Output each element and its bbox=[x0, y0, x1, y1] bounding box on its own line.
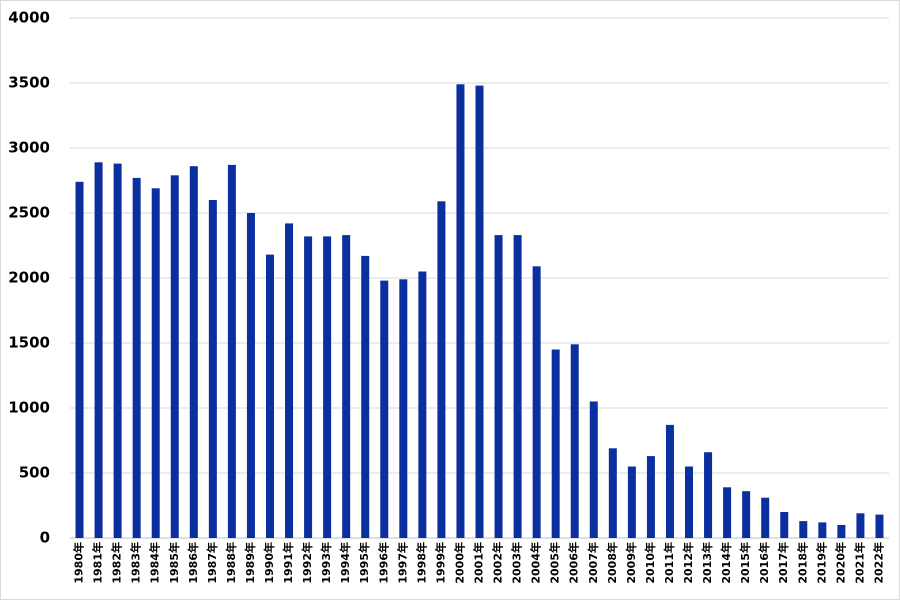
bar bbox=[513, 235, 522, 538]
bar bbox=[380, 280, 389, 538]
x-tick-label: 1985年 bbox=[167, 542, 181, 584]
bar bbox=[323, 236, 332, 538]
bar bbox=[189, 166, 198, 538]
x-tick-label: 2015年 bbox=[738, 542, 752, 584]
x-tick-label: 1982年 bbox=[110, 542, 124, 584]
bar bbox=[837, 525, 846, 538]
x-tick-label: 2014年 bbox=[719, 542, 733, 584]
bar bbox=[265, 254, 274, 538]
bar bbox=[208, 200, 217, 538]
y-tick-label: 500 bbox=[19, 464, 50, 482]
y-tick-label: 3500 bbox=[8, 74, 50, 92]
y-tick-label: 3000 bbox=[8, 139, 50, 157]
bar bbox=[285, 223, 294, 538]
x-tick-label: 1994年 bbox=[338, 542, 352, 584]
bar bbox=[246, 213, 255, 538]
x-tick-label: 2016年 bbox=[757, 542, 771, 584]
x-tick-label: 2018年 bbox=[795, 542, 809, 584]
bar bbox=[399, 279, 408, 538]
bar bbox=[665, 424, 674, 538]
y-tick-label: 0 bbox=[40, 529, 50, 547]
bar bbox=[494, 235, 503, 538]
x-tick-label: 1992年 bbox=[300, 542, 314, 584]
x-tick-label: 1989年 bbox=[243, 542, 257, 584]
bar bbox=[742, 491, 751, 538]
bar bbox=[589, 401, 598, 538]
x-tick-label: 2019年 bbox=[814, 542, 828, 584]
x-tick-label: 1998年 bbox=[414, 542, 428, 584]
x-tick-label: 2009年 bbox=[624, 542, 638, 584]
bar bbox=[704, 452, 713, 538]
bar bbox=[799, 521, 808, 538]
bar bbox=[113, 163, 122, 538]
bar bbox=[532, 266, 541, 538]
bar bbox=[685, 466, 694, 538]
x-tick-label: 1996年 bbox=[376, 542, 390, 584]
x-tick-label: 2006年 bbox=[567, 542, 581, 584]
bar bbox=[418, 271, 427, 538]
x-tick-label: 2007年 bbox=[586, 542, 600, 584]
y-tick-label: 4000 bbox=[8, 9, 50, 27]
bar bbox=[170, 175, 179, 539]
bar bbox=[475, 85, 484, 538]
x-tick-label: 2003年 bbox=[510, 542, 524, 584]
x-tick-label: 1986年 bbox=[186, 542, 200, 584]
x-tick-label: 1980年 bbox=[72, 542, 86, 584]
y-tick-label: 1000 bbox=[8, 399, 50, 417]
x-tick-label: 2021年 bbox=[852, 542, 866, 584]
x-tick-label: 2017年 bbox=[776, 542, 790, 584]
x-tick-label: 2008年 bbox=[605, 542, 619, 584]
x-tick-label: 2005年 bbox=[548, 542, 562, 584]
x-tick-label: 2020年 bbox=[833, 542, 847, 584]
bar bbox=[342, 235, 351, 538]
bar bbox=[646, 456, 655, 538]
x-tick-label: 1987年 bbox=[205, 542, 219, 584]
x-tick-label: 2012年 bbox=[681, 542, 695, 584]
bar bbox=[151, 188, 160, 539]
bar bbox=[551, 349, 560, 538]
bar bbox=[875, 514, 884, 538]
x-tick-label: 2002年 bbox=[491, 542, 505, 584]
bar bbox=[780, 512, 789, 538]
bar bbox=[570, 344, 579, 538]
bar bbox=[437, 201, 446, 539]
bar bbox=[723, 487, 732, 538]
y-tick-label: 1500 bbox=[8, 334, 50, 352]
bar bbox=[818, 522, 827, 538]
x-tick-label: 1991年 bbox=[281, 542, 295, 584]
x-tick-label: 2013年 bbox=[700, 542, 714, 584]
x-tick-label: 1990年 bbox=[262, 542, 276, 584]
bar bbox=[456, 84, 465, 539]
y-tick-label: 2500 bbox=[8, 204, 50, 222]
x-tick-label: 1995年 bbox=[357, 542, 371, 584]
bar bbox=[94, 162, 103, 539]
x-tick-label: 1983年 bbox=[129, 542, 143, 584]
x-tick-label: 2010年 bbox=[643, 542, 657, 584]
x-tick-label: 2022年 bbox=[871, 542, 885, 584]
bar bbox=[761, 497, 770, 538]
x-tick-label: 2004年 bbox=[529, 542, 543, 584]
bar bbox=[227, 164, 236, 538]
x-tick-label: 1999年 bbox=[433, 542, 447, 584]
x-tick-label: 2000年 bbox=[452, 542, 466, 584]
bar bbox=[361, 255, 370, 538]
y-tick-label: 2000 bbox=[8, 269, 50, 287]
x-tick-label: 1984年 bbox=[148, 542, 162, 584]
x-tick-label: 2001年 bbox=[472, 542, 486, 584]
bar bbox=[856, 513, 865, 538]
bar bbox=[608, 448, 617, 538]
bar bbox=[304, 236, 313, 538]
bar bbox=[132, 177, 141, 538]
x-tick-label: 1997年 bbox=[395, 542, 409, 584]
bar bbox=[75, 181, 84, 539]
x-tick-label: 1988年 bbox=[224, 542, 238, 584]
bar bbox=[627, 466, 636, 538]
x-tick-label: 1981年 bbox=[91, 542, 105, 584]
x-tick-label: 1993年 bbox=[319, 542, 333, 584]
x-tick-label: 2011年 bbox=[662, 542, 676, 584]
